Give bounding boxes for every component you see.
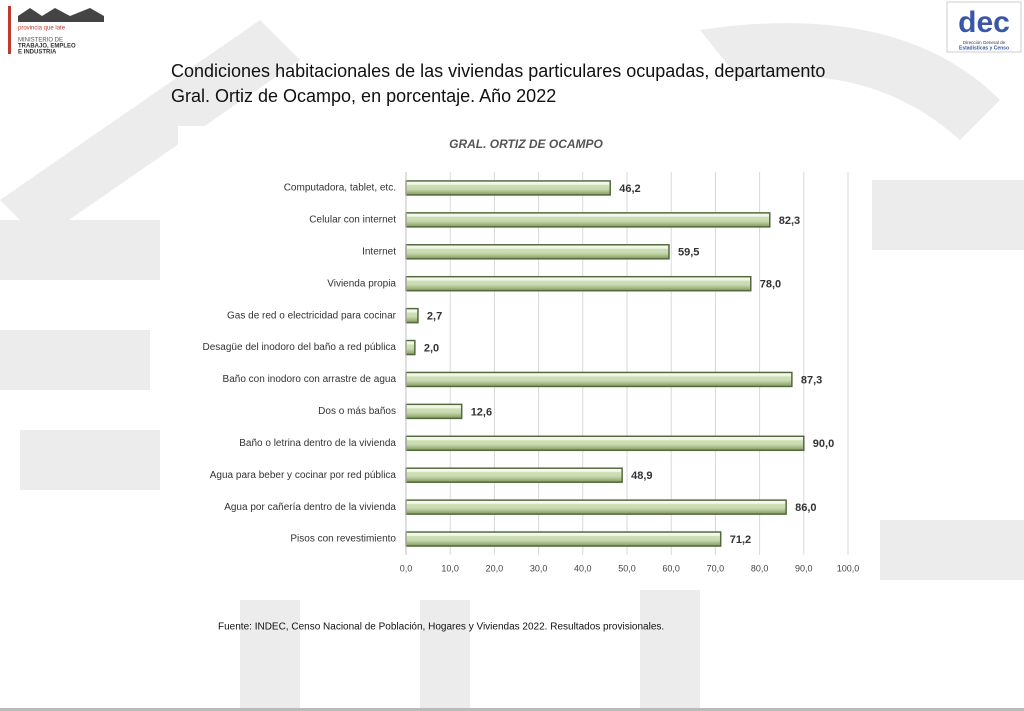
logo-text: TRABAJO, EMPLEO [18,44,76,50]
y-tick-label: Computadora, tablet, etc. [284,183,396,194]
bar-tint [407,280,750,285]
source-note: Fuente: INDEC, Censo Nacional de Poblaci… [218,622,664,633]
bar-tint [407,472,622,477]
y-tick-label: Baño con inodoro con arrastre de agua [223,374,397,385]
value-label: 48,9 [631,470,652,482]
logo-right-mark: dec [958,6,1010,39]
value-label: 71,2 [730,534,751,546]
value-label: 12,6 [471,406,492,418]
value-label: 82,3 [779,215,800,227]
bar-tint [407,312,417,317]
bottom-edge [0,708,1024,711]
bar-tint [407,536,720,541]
logo-text: MINISTERIO DE [18,38,63,44]
x-tick-label: 70,0 [707,563,725,573]
y-tick-label: Desagüe del inodoro del baño a red públi… [203,342,397,353]
bar-tint [407,344,414,349]
value-label: 46,2 [619,183,640,195]
x-tick-label: 10,0 [441,563,459,573]
value-label: 78,0 [760,279,781,291]
y-tick-label: Agua por cañería dentro de la vivienda [224,502,396,513]
x-tick-label: 60,0 [662,563,680,573]
logo-bar [8,6,11,54]
plot: 0,0 10,0 20,0 30,0 40,0 50,0 60,0 70,0 80,0 90,0 1… [203,172,860,573]
logo-left [18,8,104,22]
y-tick-label: Gas de red o electricidad para cocinar [227,310,397,321]
y-tick-label: Dos o más baños [318,406,396,417]
logo-text: E INDUSTRIA [18,50,57,56]
value-label: 59,5 [678,247,699,259]
bar-tint [407,248,668,253]
bar-tint [407,216,769,221]
logo-text: Dirección General de [963,40,1006,45]
value-label: 86,0 [795,502,816,514]
logo-right-box [946,1,1022,53]
x-tick-label: 0,0 [400,563,413,573]
y-tick-label: Agua para beber y cocinar por red públic… [210,470,397,481]
bar-tint [407,504,786,509]
x-tick-label: 50,0 [618,563,636,573]
value-label: 2,0 [424,342,439,354]
y-tick-label: Celular con internet [309,215,396,226]
bar-tint [407,440,803,445]
bar-tint [407,376,791,381]
slide-title: Gral. Ortiz de Ocampo, en porcentaje. Añ… [171,86,556,106]
value-label: 2,7 [427,311,442,323]
x-tick-label: 40,0 [574,563,592,573]
value-label: 90,0 [813,438,834,450]
watermark [0,20,1024,711]
y-tick-label: Pisos con revestimiento [290,534,396,545]
y-tick-label: Baño o letrina dentro de la vivienda [239,438,396,449]
slide-title: Condiciones habitacionales de las vivien… [171,61,825,81]
x-tick-label: 20,0 [486,563,504,573]
x-tick-label: 30,0 [530,563,548,573]
bar-tint [407,408,461,413]
x-tick-label: 100,0 [837,563,860,573]
bar-tint [407,184,610,189]
x-tick-label: 80,0 [751,563,769,573]
logo-tagline: provincia que late [18,26,66,32]
value-label: 87,3 [801,374,822,386]
logo-text: Estadísticas y Censo [959,45,1009,51]
y-tick-label: Vivienda propia [327,278,396,289]
chart-title: GRAL. ORTIZ DE OCAMPO [449,137,603,151]
y-tick-label: Internet [362,246,396,257]
x-tick-label: 90,0 [795,563,813,573]
